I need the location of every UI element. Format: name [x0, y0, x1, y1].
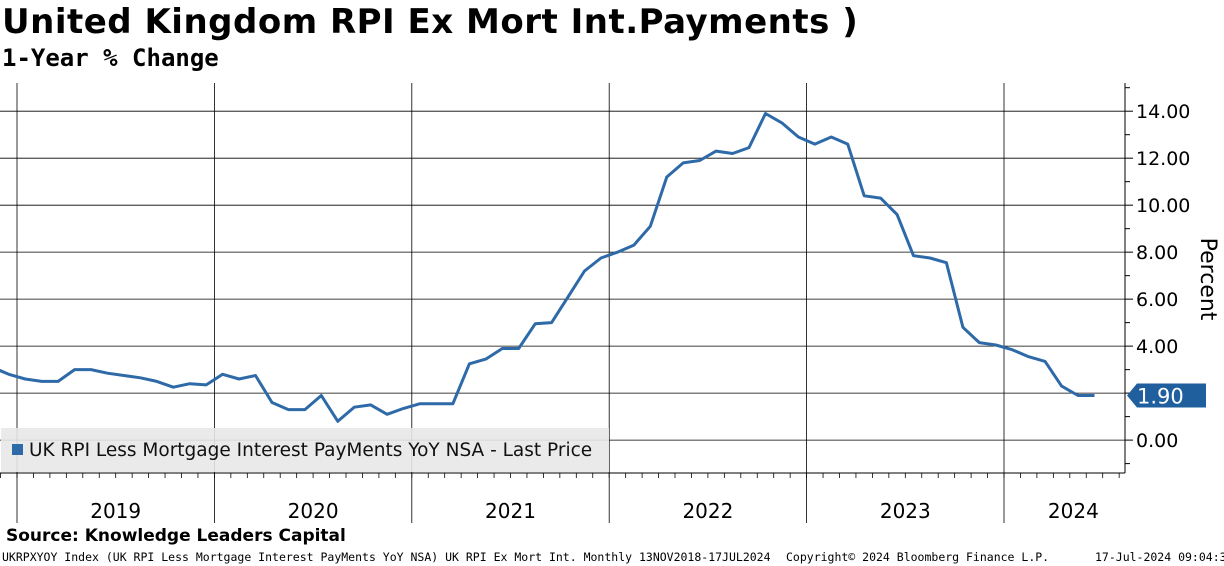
last-price-flag — [1127, 383, 1206, 408]
chart-title: United Kingdom RPI Ex Mort Int.Payments … — [2, 2, 859, 42]
x-tick-label: 2023 — [880, 499, 931, 523]
chart-subtitle: 1-Year % Change — [2, 44, 219, 72]
y-tick-label: 12.00 — [1136, 148, 1190, 170]
legend-label: UK RPI Less Mortgage Interest PayMents Y… — [29, 440, 592, 461]
legend-swatch — [12, 444, 23, 455]
y-tick-label: 4.00 — [1136, 336, 1178, 358]
x-tick-label: 2022 — [682, 499, 733, 523]
footer-description: UKRPXYOY Index (UK RPI Less Mortgage Int… — [2, 550, 771, 564]
footer-copyright: Copyright© 2024 Bloomberg Finance L.P. — [786, 550, 1050, 564]
y-tick-label: 14.00 — [1136, 101, 1190, 123]
legend-box — [1, 428, 609, 472]
y-tick-label: 8.00 — [1136, 242, 1178, 264]
last-price-label: 1.90 — [1137, 384, 1184, 408]
y-tick-label: 10.00 — [1136, 195, 1190, 217]
x-tick-label: 2019 — [90, 499, 141, 523]
footer-timestamp: 17-Jul-2024 09:04:32 — [1095, 550, 1224, 564]
x-tick-label: 2021 — [485, 499, 536, 523]
x-tick-label: 2020 — [288, 499, 339, 523]
series-line — [0, 112, 1095, 423]
y-axis-label: Percent — [1195, 238, 1220, 321]
y-tick-label: 0.00 — [1136, 430, 1178, 452]
y-tick-label: 6.00 — [1136, 289, 1178, 311]
x-tick-label: 2024 — [1048, 499, 1099, 523]
source-note: Source: Knowledge Leaders Capital — [6, 526, 346, 546]
